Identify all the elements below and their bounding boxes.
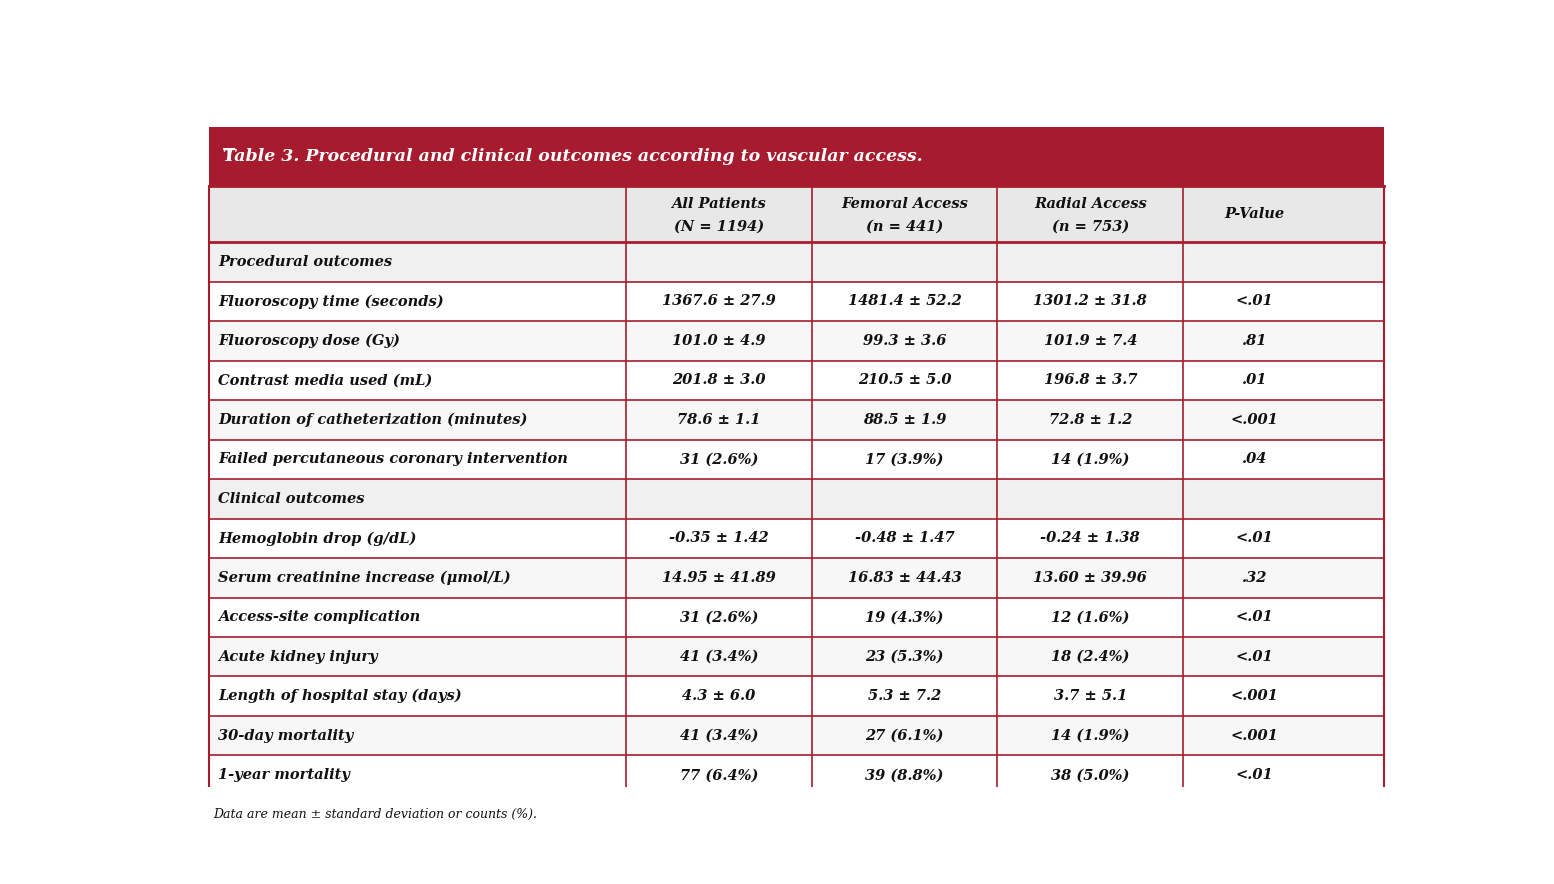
Bar [208,479,1385,519]
Text: 27 (6.1%): 27 (6.1%) [866,728,943,743]
Text: Acute kidney injury: Acute kidney injury [218,650,378,664]
Bar [208,598,1385,637]
Bar [208,716,1385,756]
Text: 14 (1.9%): 14 (1.9%) [1051,728,1130,743]
Text: .01: .01 [1242,373,1267,387]
Text: 3.7 ± 5.1: 3.7 ± 5.1 [1054,690,1127,704]
Text: (N = 1194): (N = 1194) [674,219,765,233]
Text: 17 (3.9%): 17 (3.9%) [866,453,943,467]
Text: 5.3 ± 7.2: 5.3 ± 7.2 [869,690,942,704]
Text: <.001: <.001 [1231,690,1277,704]
Bar [208,242,1385,282]
Text: 1301.2 ± 31.8: 1301.2 ± 31.8 [1033,294,1147,309]
Text: 12 (1.6%): 12 (1.6%) [1051,610,1130,624]
Bar [208,400,1385,439]
Text: Data are mean ± standard deviation or counts (%).: Data are mean ± standard deviation or co… [213,807,538,820]
Text: (n = 441): (n = 441) [866,219,943,233]
Text: <.01: <.01 [1235,294,1273,309]
Bar [208,439,1385,479]
Text: Hemoglobin drop (g/dL): Hemoglobin drop (g/dL) [218,531,416,545]
Bar [208,558,1385,598]
Text: 4.3 ± 6.0: 4.3 ± 6.0 [682,690,755,704]
Text: Fluoroscopy dose (Gy): Fluoroscopy dose (Gy) [218,334,401,348]
Text: .81: .81 [1242,334,1267,348]
Text: P-Value: P-Value [1225,208,1284,221]
Text: 30-day mortality: 30-day mortality [218,728,354,743]
Text: 88.5 ± 1.9: 88.5 ± 1.9 [862,413,946,427]
Text: 38 (5.0%): 38 (5.0%) [1051,768,1130,782]
Text: <.01: <.01 [1235,768,1273,782]
Text: 201.8 ± 3.0: 201.8 ± 3.0 [671,373,766,387]
Bar [208,321,1385,361]
Text: 23 (5.3%): 23 (5.3%) [866,650,943,664]
Bar [208,126,1385,187]
Text: 1367.6 ± 27.9: 1367.6 ± 27.9 [662,294,775,309]
Text: 41 (3.4%): 41 (3.4%) [679,728,758,743]
Text: 31 (2.6%): 31 (2.6%) [679,453,758,467]
Text: <.01: <.01 [1235,610,1273,624]
Text: 72.8 ± 1.2: 72.8 ± 1.2 [1049,413,1131,427]
Text: 31 (2.6%): 31 (2.6%) [679,610,758,624]
Text: 13.60 ± 39.96: 13.60 ± 39.96 [1033,571,1147,585]
Text: 101.0 ± 4.9: 101.0 ± 4.9 [671,334,766,348]
Text: 99.3 ± 3.6: 99.3 ± 3.6 [862,334,946,348]
Text: 1-year mortality: 1-year mortality [218,768,350,782]
Text: -0.35 ± 1.42: -0.35 ± 1.42 [670,531,769,545]
Text: 19 (4.3%): 19 (4.3%) [866,610,943,624]
Text: 18 (2.4%): 18 (2.4%) [1051,650,1130,664]
Text: <.01: <.01 [1235,531,1273,545]
Text: Length of hospital stay (days): Length of hospital stay (days) [218,689,462,704]
Text: 101.9 ± 7.4: 101.9 ± 7.4 [1044,334,1138,348]
Text: (n = 753): (n = 753) [1052,219,1128,233]
Text: 1481.4 ± 52.2: 1481.4 ± 52.2 [847,294,962,309]
Text: Duration of catheterization (minutes): Duration of catheterization (minutes) [218,413,528,427]
Text: -0.48 ± 1.47: -0.48 ± 1.47 [855,531,954,545]
Text: 14.95 ± 41.89: 14.95 ± 41.89 [662,571,775,585]
Text: Clinical outcomes: Clinical outcomes [218,492,365,506]
Bar [208,676,1385,716]
Text: 39 (8.8%): 39 (8.8%) [866,768,943,782]
Text: Radial Access: Radial Access [1033,197,1147,211]
Bar [208,282,1385,321]
Text: Failed percutaneous coronary intervention: Failed percutaneous coronary interventio… [218,453,569,467]
Bar [208,361,1385,400]
Text: Fluoroscopy time (seconds): Fluoroscopy time (seconds) [218,294,444,309]
Text: <.001: <.001 [1231,413,1277,427]
Text: .04: .04 [1242,453,1267,467]
Text: 16.83 ± 44.43: 16.83 ± 44.43 [847,571,962,585]
Text: Access-site complication: Access-site complication [218,610,421,624]
Text: Contrast media used (mL): Contrast media used (mL) [218,373,432,387]
Text: Table 3. Procedural and clinical outcomes according to vascular access.: Table 3. Procedural and clinical outcome… [224,148,923,165]
Text: T: T [224,148,236,165]
Bar [208,637,1385,676]
Text: 210.5 ± 5.0: 210.5 ± 5.0 [858,373,951,387]
Text: .32: .32 [1242,571,1267,585]
Text: All Patients: All Patients [671,197,766,211]
Text: Femoral Access: Femoral Access [841,197,968,211]
Text: 196.8 ± 3.7: 196.8 ± 3.7 [1044,373,1138,387]
Text: 77 (6.4%): 77 (6.4%) [679,768,758,782]
Text: 41 (3.4%): 41 (3.4%) [679,650,758,664]
Bar [208,187,1385,242]
Text: 14 (1.9%): 14 (1.9%) [1051,453,1130,467]
Text: <.01: <.01 [1235,650,1273,664]
Bar [208,756,1385,795]
Text: <.001: <.001 [1231,728,1277,743]
Text: Procedural outcomes: Procedural outcomes [218,255,393,269]
Text: -0.24 ± 1.38: -0.24 ± 1.38 [1041,531,1141,545]
Text: Serum creatinine increase (μmol/L): Serum creatinine increase (μmol/L) [218,570,511,585]
Bar [208,519,1385,558]
Text: 78.6 ± 1.1: 78.6 ± 1.1 [678,413,760,427]
